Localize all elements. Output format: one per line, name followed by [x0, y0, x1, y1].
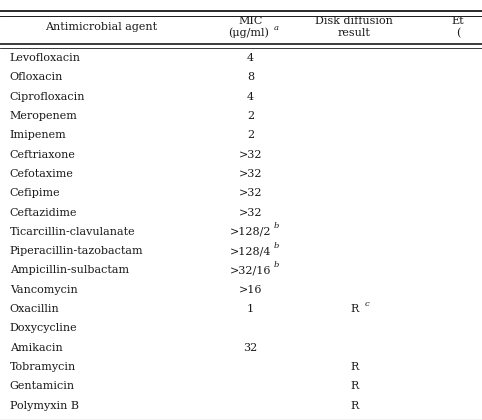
Text: Piperacillin-tazobactam: Piperacillin-tazobactam — [10, 246, 143, 256]
Text: Doxycycline: Doxycycline — [10, 323, 77, 333]
Text: Oxacillin: Oxacillin — [10, 304, 59, 314]
Text: Et: Et — [452, 16, 464, 26]
Text: >128/2: >128/2 — [230, 227, 271, 237]
Text: Ofloxacin: Ofloxacin — [10, 72, 63, 82]
Text: 32: 32 — [243, 343, 258, 353]
Text: b: b — [273, 241, 279, 250]
Text: Cefotaxime: Cefotaxime — [10, 169, 74, 179]
Text: R: R — [350, 381, 359, 391]
Text: Ceftazidime: Ceftazidime — [10, 207, 77, 218]
Text: >32: >32 — [239, 188, 262, 198]
Text: 2: 2 — [247, 111, 254, 121]
Text: Tobramycin: Tobramycin — [10, 362, 76, 372]
Text: Ceftriaxone: Ceftriaxone — [10, 150, 76, 160]
Text: Meropenem: Meropenem — [10, 111, 78, 121]
Text: Polymyxin B: Polymyxin B — [10, 401, 79, 411]
Text: >16: >16 — [239, 285, 262, 295]
Text: b: b — [273, 222, 279, 231]
Text: >128/4: >128/4 — [230, 246, 271, 256]
Text: Amikacin: Amikacin — [10, 343, 62, 353]
Text: 1: 1 — [247, 304, 254, 314]
Text: Vancomycin: Vancomycin — [10, 285, 78, 295]
Text: 2: 2 — [247, 130, 254, 140]
Text: 4: 4 — [247, 92, 254, 102]
Text: R: R — [350, 304, 359, 314]
Text: Gentamicin: Gentamicin — [10, 381, 75, 391]
Text: Ticarcillin-clavulanate: Ticarcillin-clavulanate — [10, 227, 135, 237]
Text: b: b — [273, 261, 279, 269]
Text: >32/16: >32/16 — [230, 265, 271, 276]
Text: Ciprofloxacin: Ciprofloxacin — [10, 92, 85, 102]
Text: a: a — [274, 24, 279, 32]
Text: Imipenem: Imipenem — [10, 130, 67, 140]
Text: R: R — [350, 401, 359, 411]
Text: Disk diffusion: Disk diffusion — [315, 16, 393, 26]
Text: (μg/ml): (μg/ml) — [228, 28, 268, 39]
Text: >32: >32 — [239, 150, 262, 160]
Text: c: c — [365, 299, 370, 308]
Text: 4: 4 — [247, 53, 254, 63]
Text: 8: 8 — [247, 72, 254, 82]
Text: >32: >32 — [239, 169, 262, 179]
Text: >32: >32 — [239, 207, 262, 218]
Text: MIC: MIC — [239, 16, 263, 26]
Text: Antimicrobial agent: Antimicrobial agent — [45, 22, 157, 32]
Text: Ampicillin-sulbactam: Ampicillin-sulbactam — [10, 265, 129, 276]
Text: R: R — [350, 362, 359, 372]
Text: result: result — [338, 28, 371, 38]
Text: Cefipime: Cefipime — [10, 188, 60, 198]
Text: Levofloxacin: Levofloxacin — [10, 53, 80, 63]
Text: (: ( — [455, 28, 460, 38]
